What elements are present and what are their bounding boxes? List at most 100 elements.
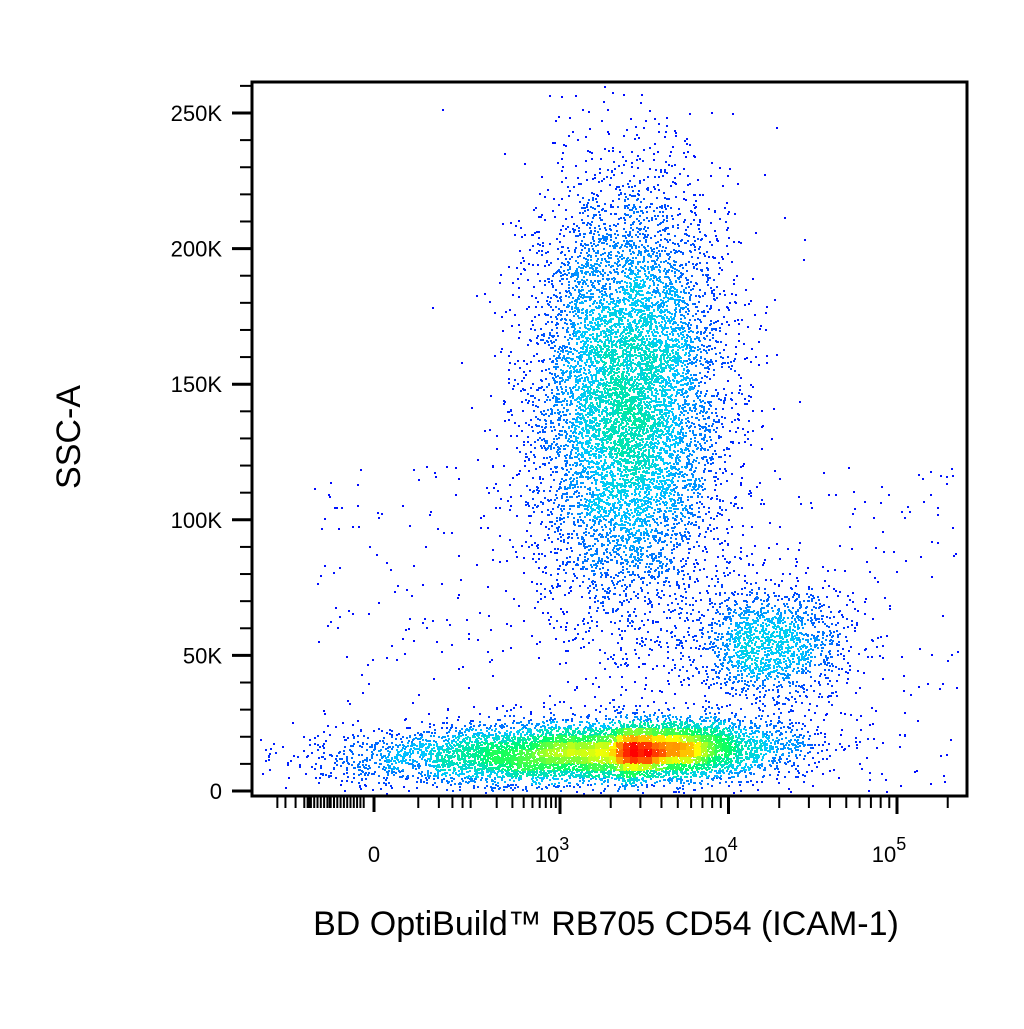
event-dot	[712, 462, 714, 464]
event-dot	[552, 275, 554, 277]
event-dot	[589, 128, 591, 130]
event-dot	[731, 261, 733, 263]
event-dot	[536, 342, 538, 344]
event-dot	[378, 728, 380, 730]
event-dot	[723, 400, 725, 402]
event-dot	[726, 229, 728, 231]
event-dot	[554, 429, 556, 431]
event-dot	[710, 641, 712, 643]
event-dot	[756, 679, 758, 681]
event-dot	[699, 246, 701, 248]
event-dot	[605, 229, 607, 231]
event-dot	[548, 784, 550, 786]
event-dot	[828, 626, 830, 628]
event-dot	[623, 94, 625, 96]
event-dot	[468, 633, 470, 635]
event-dot	[691, 422, 693, 424]
event-dot	[667, 241, 669, 243]
event-dot	[733, 676, 735, 678]
event-dot	[795, 611, 797, 613]
event-dot	[687, 325, 689, 327]
event-dot	[695, 393, 697, 395]
event-dot	[543, 410, 545, 412]
event-dot	[701, 780, 703, 782]
event-dot	[588, 111, 590, 113]
event-dot	[311, 766, 313, 768]
event-dot	[789, 573, 791, 575]
event-dot	[609, 225, 611, 227]
event-dot	[548, 383, 550, 385]
event-dot	[654, 143, 656, 145]
event-dot	[689, 659, 691, 661]
event-dot	[729, 693, 731, 695]
event-dot	[740, 466, 742, 468]
event-dot	[605, 549, 607, 551]
event-dot	[608, 592, 610, 594]
event-dot	[265, 760, 267, 762]
event-dot	[533, 355, 535, 357]
event-dot	[633, 611, 635, 613]
event-dot	[516, 474, 518, 476]
event-dot	[576, 286, 578, 288]
event-dot	[730, 398, 732, 400]
event-dot	[315, 777, 317, 779]
event-dot	[558, 417, 560, 419]
event-dot	[523, 371, 525, 373]
event-dot	[558, 393, 560, 395]
event-dot	[548, 368, 550, 370]
event-dot	[559, 419, 561, 421]
event-dot	[630, 227, 632, 229]
event-dot	[537, 243, 539, 245]
event-dot	[557, 162, 559, 164]
event-dot	[671, 266, 673, 268]
event-dot	[658, 644, 660, 646]
event-dot	[716, 495, 718, 497]
event-dot	[571, 718, 573, 720]
event-dot	[589, 232, 591, 234]
event-dot	[687, 313, 689, 315]
event-dot	[711, 162, 713, 164]
event-dot	[712, 256, 714, 258]
event-dot	[791, 588, 793, 590]
event-dot	[839, 633, 841, 635]
event-dot	[917, 720, 919, 722]
event-dot	[335, 726, 337, 728]
event-dot	[706, 551, 708, 553]
event-dot	[666, 630, 668, 632]
event-dot	[606, 176, 608, 178]
event-dot	[738, 392, 740, 394]
event-dot	[603, 223, 605, 225]
event-dot	[697, 441, 699, 443]
event-dot	[651, 784, 653, 786]
event-dot	[542, 431, 544, 433]
event-dot	[608, 278, 610, 280]
event-dot	[807, 600, 809, 602]
event-dot	[553, 405, 555, 407]
event-dot	[711, 785, 713, 787]
event-dot	[282, 746, 284, 748]
event-dot	[943, 775, 945, 777]
event-dot	[704, 536, 706, 538]
event-dot	[630, 118, 632, 120]
event-dot	[699, 395, 701, 397]
event-dot	[669, 617, 671, 619]
event-dot	[702, 411, 704, 413]
event-dot	[722, 549, 724, 551]
event-dot	[791, 722, 793, 724]
event-dot	[561, 496, 563, 498]
event-dot	[502, 650, 504, 652]
event-dot	[706, 590, 708, 592]
event-dot	[834, 569, 836, 571]
event-dot	[734, 419, 736, 421]
event-dot	[556, 404, 558, 406]
event-dot	[584, 547, 586, 549]
event-dot	[565, 431, 567, 433]
event-dot	[539, 431, 541, 433]
event-dot	[540, 216, 542, 218]
event-dot	[765, 721, 767, 723]
event-dot	[550, 445, 552, 447]
event-dot	[780, 758, 782, 760]
event-dot	[499, 561, 501, 563]
event-dot	[713, 328, 715, 330]
event-dot	[558, 269, 560, 271]
